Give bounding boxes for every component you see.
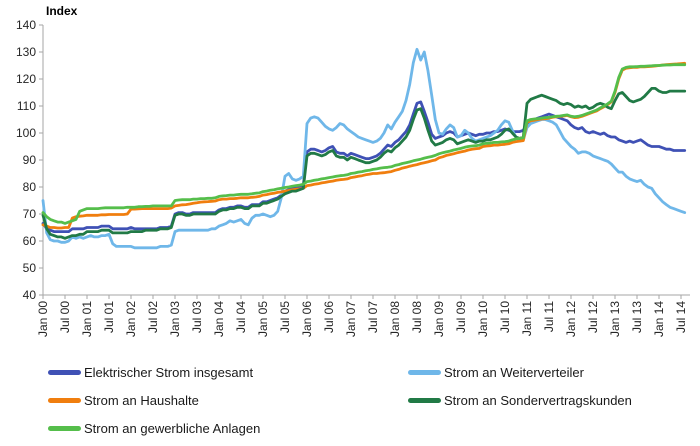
x-tick-label: Jan 10 xyxy=(476,301,490,337)
legend-item-strom-an-haushalte: Strom an Haushalte xyxy=(48,391,199,409)
x-tick-label: Jul 01 xyxy=(102,301,116,333)
line-chart: 40 50 60 70 80 90 100 110 120 130 140 Jan 00 Jul 00 J… xyxy=(16,18,690,337)
x-tick-label: Jan 05 xyxy=(256,301,270,337)
x-tick-label: Jul 06 xyxy=(322,301,336,333)
y-tick-label: 80 xyxy=(23,180,37,194)
legend-label: Strom an Sondervertragskunden xyxy=(444,392,632,408)
x-tick-label: Jan 04 xyxy=(212,301,226,337)
legend-swatch-light-blue xyxy=(408,369,441,375)
y-tick-label: 100 xyxy=(16,126,36,140)
y-axis-title: Index xyxy=(46,4,78,18)
legend-item-strom-an-weiterverteiler: Strom an Weiterverteiler xyxy=(408,363,584,381)
x-tick-label: Jan 11 xyxy=(520,301,534,336)
x-tick-label: Jan 09 xyxy=(432,301,446,337)
x-tick-label: Jul 12 xyxy=(586,301,600,333)
x-tick-label: Jan 12 xyxy=(564,301,578,337)
y-tick-label: 50 xyxy=(23,261,37,275)
y-tick-label: 140 xyxy=(16,18,36,32)
x-tick-label: Jan 13 xyxy=(608,301,622,337)
x-tick-label: Jan 00 xyxy=(36,301,50,337)
x-tick-label: Jul 10 xyxy=(498,301,512,333)
legend-swatch-light-green xyxy=(48,425,81,431)
x-tick-label: Jan 06 xyxy=(300,301,314,337)
x-tick-label: Jul 07 xyxy=(366,301,380,333)
x-tick-label: Jul 14 xyxy=(674,301,688,333)
x-tick-label: Jul 09 xyxy=(454,301,468,333)
series-line-3 xyxy=(41,87,687,240)
legend-swatch-dark-green xyxy=(408,397,441,403)
x-tick-label: Jan 02 xyxy=(124,301,138,337)
x-tick-label: Jul 13 xyxy=(630,301,644,333)
legend-item-strom-an-gewerbliche-anlagen: Strom an gewerbliche Anlagen xyxy=(48,419,260,437)
y-tick-label: 110 xyxy=(17,99,36,113)
y-tick-label: 40 xyxy=(23,288,37,302)
x-tick-label: Jul 02 xyxy=(146,301,160,333)
y-tick-label: 90 xyxy=(23,153,37,167)
series-line-1 xyxy=(41,47,687,250)
x-tick-label: Jan 07 xyxy=(344,301,358,337)
x-tick-label: Jul 11 xyxy=(542,301,556,332)
y-tick-label: 120 xyxy=(16,72,36,86)
x-tick-label: Jul 00 xyxy=(58,301,72,333)
x-tick-label: Jul 04 xyxy=(234,301,248,333)
series-line-2 xyxy=(41,61,687,230)
legend-label: Elektrischer Strom insgesamt xyxy=(84,364,254,380)
legend-label: Strom an Weiterverteiler xyxy=(444,364,584,380)
x-tick-label: Jul 08 xyxy=(410,301,424,333)
x-tick-label: Jul 03 xyxy=(190,301,204,333)
x-tick-label: Jan 01 xyxy=(80,301,94,337)
legend-label: Strom an gewerbliche Anlagen xyxy=(84,420,261,436)
x-tick-label: Jul 05 xyxy=(278,301,292,333)
x-tick-label: Jan 14 xyxy=(652,301,666,337)
x-tick-label: Jan 08 xyxy=(388,301,402,337)
legend-swatch-orange xyxy=(48,397,81,403)
legend-item-elektrischer-strom-insgesamt: Elektrischer Strom insgesamt xyxy=(48,363,253,381)
y-tick-label: 70 xyxy=(23,207,37,221)
series-line-0 xyxy=(41,100,687,234)
legend-swatch-dark-blue xyxy=(48,369,81,375)
x-tick-label: Jan 03 xyxy=(168,301,182,337)
y-tick-label: 130 xyxy=(16,45,36,59)
legend-label: Strom an Haushalte xyxy=(84,392,199,408)
series-line-4 xyxy=(41,63,687,225)
y-tick-label: 60 xyxy=(23,234,37,248)
legend-item-strom-an-sondervertragskunden: Strom an Sondervertragskunden xyxy=(408,391,632,409)
